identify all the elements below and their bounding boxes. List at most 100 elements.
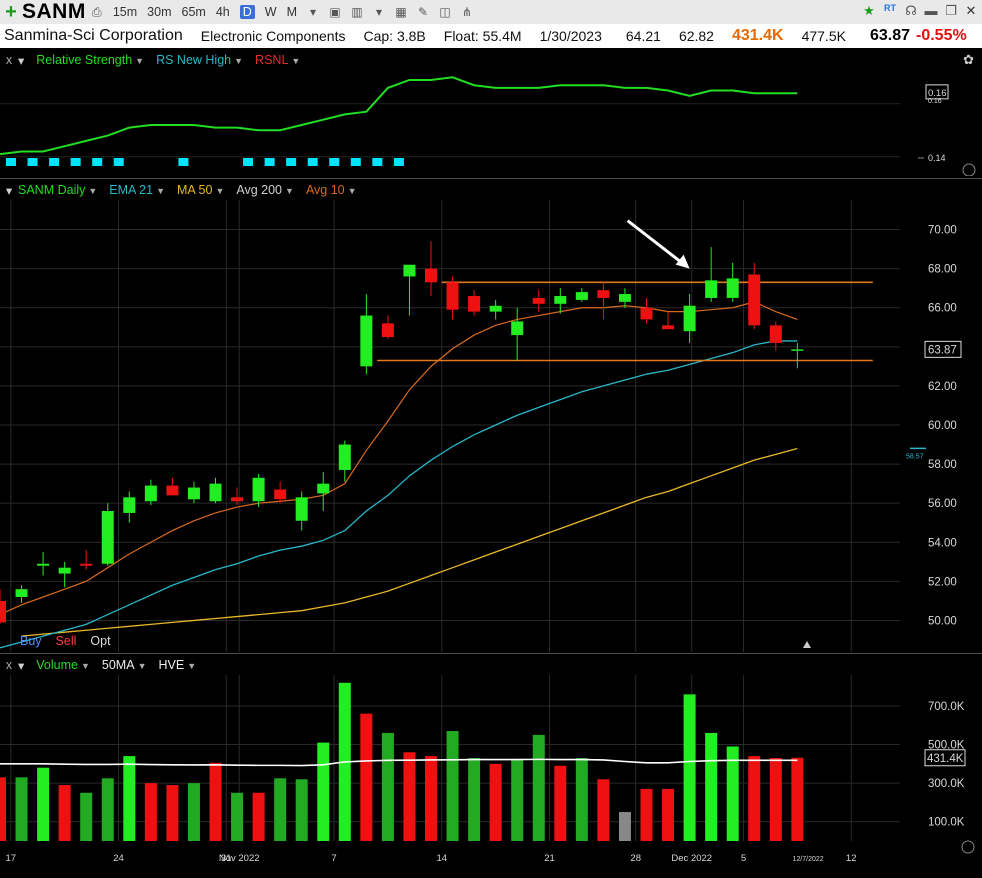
candle-body-13 [274,489,287,500]
candle-37 [791,342,804,369]
close-rs-panel-icon[interactable]: x [5,53,13,67]
window-controls: ★ RT ☊ ▬ ❐ ✕ [862,3,978,19]
volume-bar-9 [187,783,200,841]
avg200-label[interactable]: Avg 200 ▼ [236,183,294,197]
rs-new-high-marker-7 [243,158,254,166]
industry: Electronic Components [200,28,346,44]
timeframe-m[interactable]: M [286,5,297,19]
candle-body-28 [597,290,610,298]
candle-body-33 [705,280,718,298]
candle-body-29 [618,294,631,302]
date-label-1: 24 [113,853,124,864]
symbol-name[interactable]: SANM [22,0,86,23]
hve-label[interactable]: HVE ▼ [158,658,197,672]
candle-8 [166,477,179,496]
last-volume-box [924,749,966,767]
candle-5 [101,503,114,566]
sell-button[interactable]: Sell [55,634,77,648]
close-volume-panel-icon[interactable]: x [5,658,13,672]
timeframe-d[interactable]: D [239,5,255,19]
share-icon[interactable]: ⋔ [461,5,473,19]
ma50-label[interactable]: MA 50 ▼ [177,183,225,197]
volume-settings-icon[interactable]: ▾ [18,658,25,673]
price-tick-label-9: 68.00 [928,264,957,276]
price-study-label[interactable]: SANM Daily ▼ [18,183,98,197]
rs-value-label: 0.16 [928,88,947,99]
price-chart[interactable]: 50.0052.0054.0056.0058.0060.0062.0064.00… [0,200,982,652]
palette-icon[interactable]: ✿ [963,52,974,67]
price-settings-icon[interactable]: ▾ [5,183,13,198]
candle-body-32 [683,305,696,332]
minimize-icon[interactable]: ▬ [924,3,938,18]
candle-body-36 [769,325,782,343]
dropdown-caret-icon-2[interactable]: ▾ [375,5,383,19]
timeframe-30m[interactable]: 30m [147,5,172,19]
rt-icon[interactable]: RT [884,3,896,13]
candle-14 [295,491,308,531]
candle-23 [489,299,502,320]
candle-body-6 [123,497,136,513]
candle-22 [468,290,481,316]
volume-bar-11 [231,792,244,841]
volume-bar-17 [360,713,373,841]
date-label-8: Dec 2022 [671,853,712,864]
ema21-label[interactable]: EMA 21 ▼ [109,183,165,197]
rs-study-label[interactable]: Relative Strength ▼ [36,53,145,67]
alert-icon[interactable]: ☊ [905,3,917,18]
close-icon[interactable]: ✕ [965,3,977,18]
top-toolbar: + SANM ⎙ 15m 30m 65m 4h D W M ▾ ▣ ▥ ▾ ▦ … [0,0,982,24]
rs-low-label: 0.14 [928,153,946,163]
candle-30 [640,297,653,324]
candle-21 [446,276,459,320]
volume-bar-30 [640,788,653,841]
timeframe-w[interactable]: W [264,5,277,19]
eraser-icon[interactable]: ◫ [439,5,451,19]
candle-body-3 [58,567,71,574]
price-panel-divider[interactable] [0,653,982,654]
options-button[interactable]: Opt [90,634,111,648]
dropdown-caret-icon[interactable]: ▾ [309,5,317,19]
calculator-icon[interactable]: ▦ [395,5,407,19]
ema21-line [0,340,798,649]
candle-body-35 [748,274,761,326]
timeframe-4h[interactable]: 4h [215,5,230,19]
price-tick-label-5: 60.00 [928,420,957,432]
candle-body-0 [0,600,6,623]
volume-ma-label[interactable]: 50MA ▼ [101,658,147,672]
candle-19 [403,264,416,316]
tool-icon[interactable]: ▣ [329,5,341,19]
pencil-icon[interactable]: ✎ [417,5,429,19]
rs-settings-icon[interactable]: ▾ [18,53,25,68]
volume-bar-18 [381,732,394,841]
timeframe-65m[interactable]: 65m [181,5,206,19]
date-label-0: 17 [5,853,16,864]
rs-panel-divider[interactable] [0,178,982,179]
volume-bar-27 [575,758,588,841]
rs-new-high-marker-5 [113,158,124,166]
restore-icon[interactable]: ❐ [945,3,957,18]
candle-body-4 [80,563,93,566]
scroll-marker-icon [803,641,811,648]
rsnl-label[interactable]: RSNL ▼ [255,53,301,67]
vol-tick-label-1: 300.0K [928,778,965,790]
print-icon[interactable]: ⎙ [92,5,102,19]
add-symbol-icon[interactable]: + [5,0,17,23]
volume-ma-title: 50MA [101,658,135,672]
last-date-label: 12/7/2022 [793,856,824,863]
candle-body-34 [726,278,739,298]
star-icon[interactable]: ★ [863,3,875,18]
symbol-info-bar: Sanmina-Sci Corporation Electronic Compo… [0,24,982,48]
volume-bar-26 [554,765,567,841]
volume-study-label[interactable]: Volume ▼ [36,658,90,672]
volume-bar-31 [662,788,675,841]
chart-style-icon[interactable]: ▥ [351,5,363,19]
avg10-label[interactable]: Avg 10 ▼ [305,183,357,197]
rs-new-high-title: RS New High [156,53,232,67]
timeframe-15m[interactable]: 15m [112,5,138,19]
candle-body-10 [209,483,222,502]
hve-title: HVE [158,658,185,672]
rs-new-high-label[interactable]: RS New High ▼ [156,53,244,67]
candle-26 [554,288,567,314]
buy-button[interactable]: Buy [20,634,42,648]
volume-bar-10 [209,762,222,841]
